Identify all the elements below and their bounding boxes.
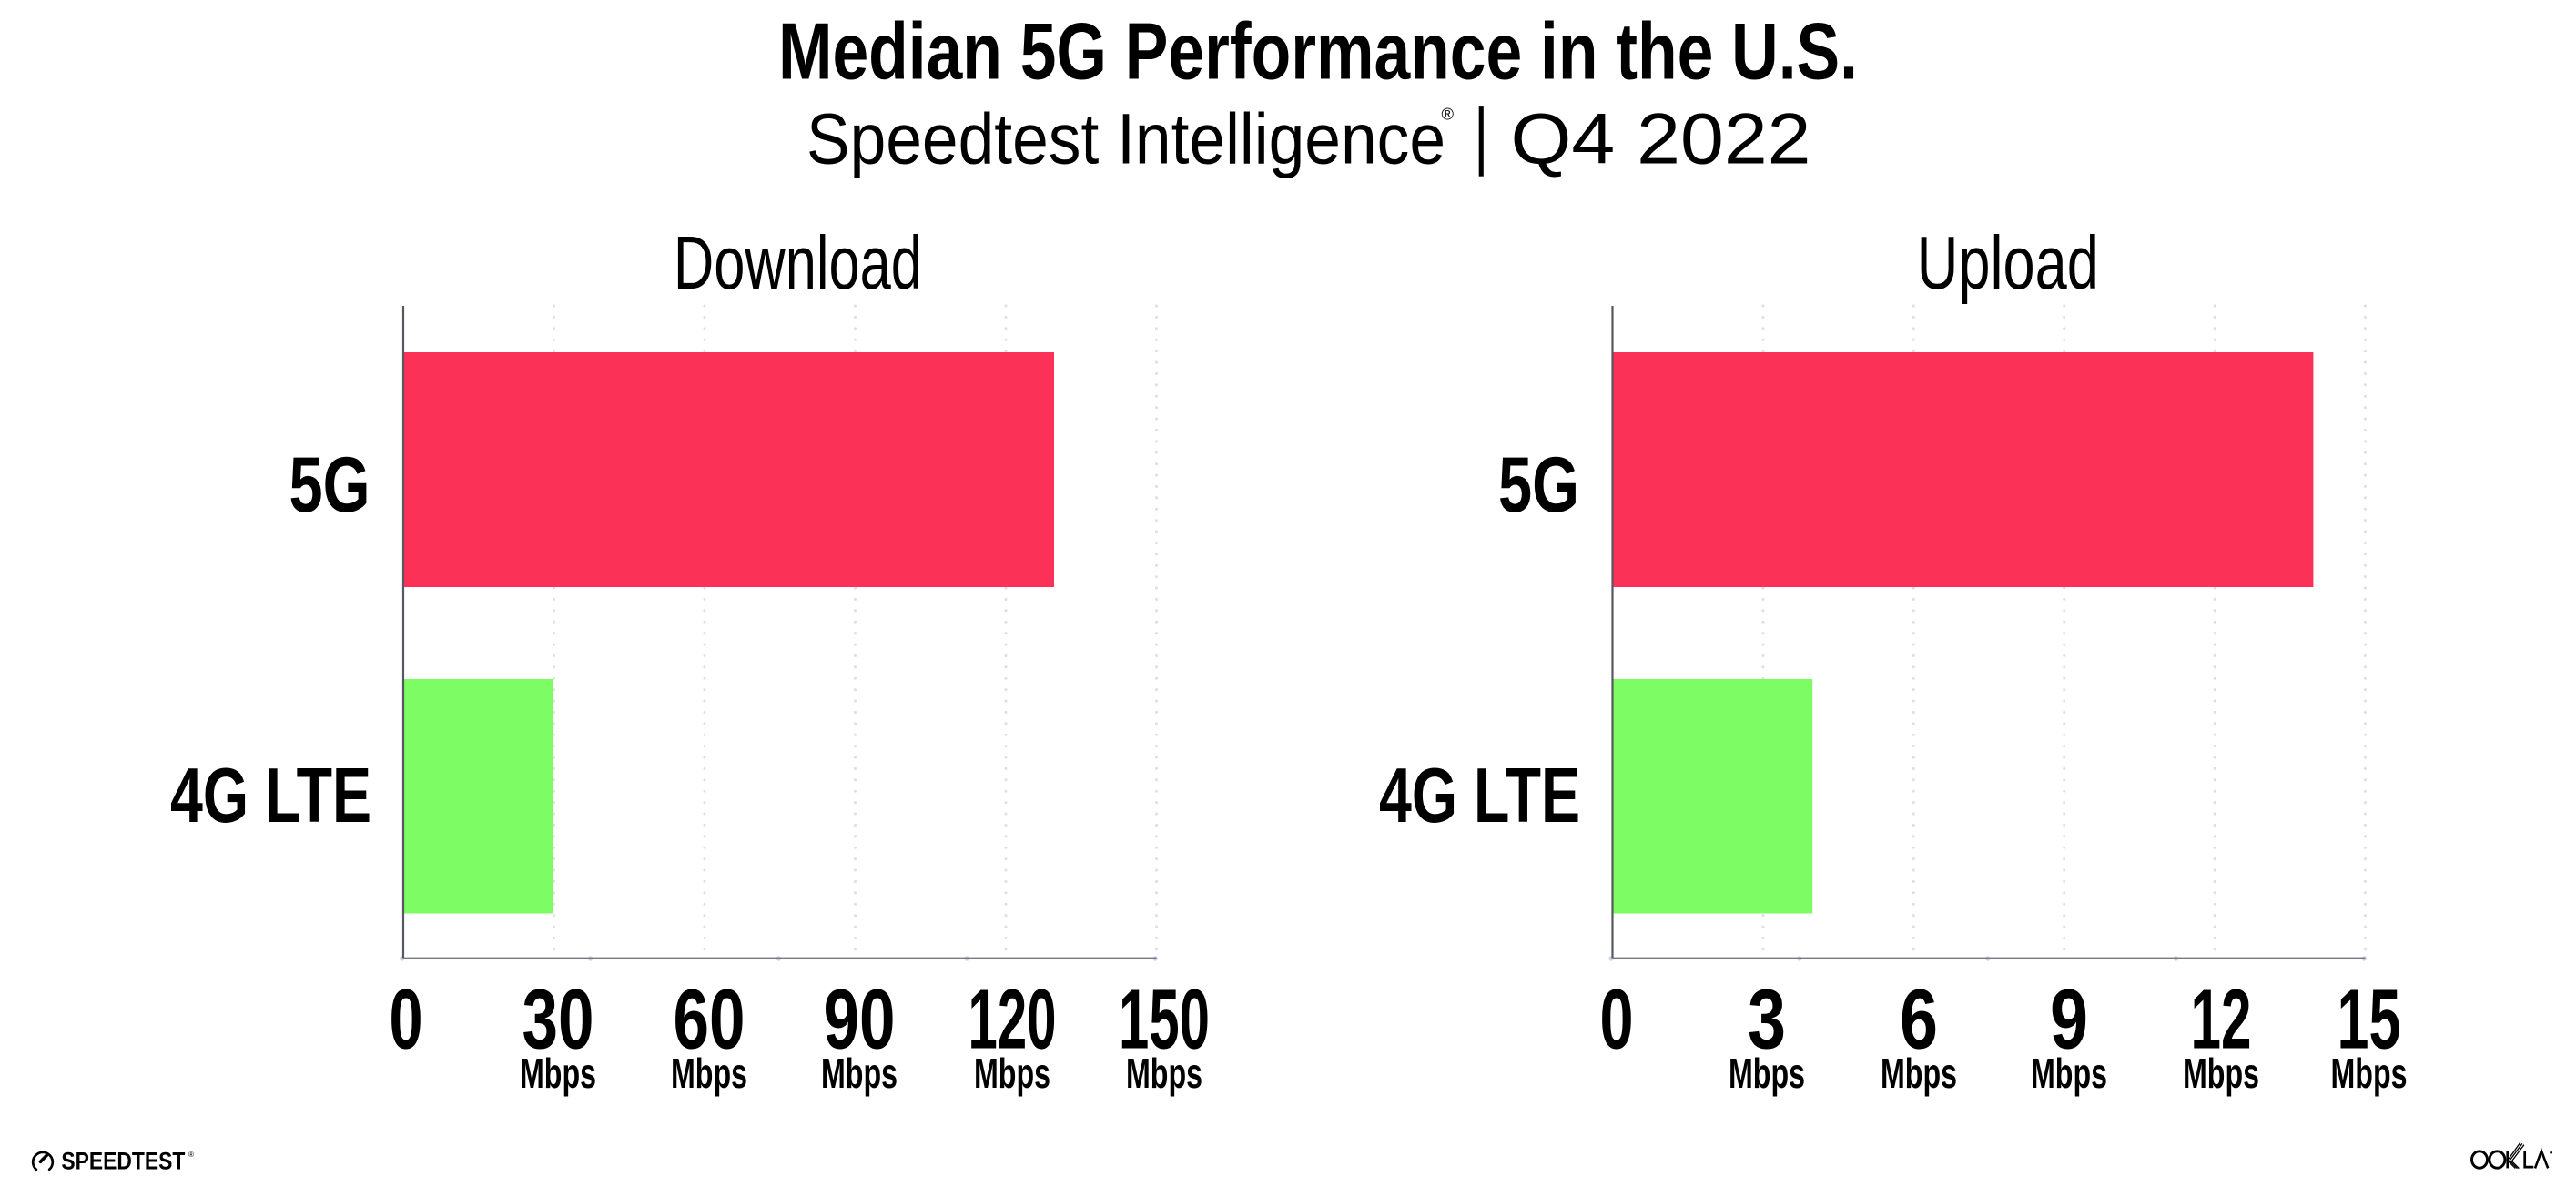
svg-text:0: 0 [1600, 972, 1634, 1067]
svg-text:Mbps: Mbps [2183, 1050, 2259, 1097]
svg-text:Speedtest Intelligence: Speedtest Intelligence [806, 98, 1445, 179]
svg-text:90: 90 [824, 972, 896, 1067]
svg-text:4G LTE: 4G LTE [1379, 753, 1580, 839]
svg-text:150: 150 [1119, 972, 1210, 1067]
svg-text:60: 60 [674, 972, 745, 1067]
svg-text:Q4 2022: Q4 2022 [1511, 98, 1811, 179]
svg-text:Median 5G Performance in the U: Median 5G Performance in the U.S. [778, 6, 1858, 96]
svg-text:Mbps: Mbps [2331, 1050, 2408, 1097]
svg-text:4G LTE: 4G LTE [170, 753, 371, 839]
svg-text:5G: 5G [1498, 441, 1579, 529]
svg-text:Mbps: Mbps [1126, 1050, 1202, 1097]
svg-text:Download: Download [674, 220, 922, 305]
svg-text:12: 12 [2191, 972, 2252, 1067]
svg-text:Mbps: Mbps [821, 1050, 898, 1097]
svg-text:Mbps: Mbps [1729, 1050, 1805, 1097]
svg-text:9: 9 [2050, 972, 2088, 1067]
svg-text:120: 120 [969, 972, 1057, 1067]
svg-text:Mbps: Mbps [2031, 1050, 2107, 1097]
svg-text:®: ® [1442, 105, 1455, 124]
svg-text:5G: 5G [289, 441, 370, 529]
svg-text:6: 6 [1900, 972, 1938, 1067]
svg-text:0: 0 [390, 972, 423, 1067]
svg-text:Mbps: Mbps [671, 1050, 747, 1097]
svg-text:15: 15 [2338, 972, 2401, 1067]
svg-text:Mbps: Mbps [520, 1050, 596, 1097]
svg-text:3: 3 [1748, 972, 1786, 1067]
svg-text:Mbps: Mbps [974, 1050, 1050, 1097]
svg-text:30: 30 [522, 972, 594, 1067]
svg-text:Upload: Upload [1917, 220, 2099, 305]
svg-text:Mbps: Mbps [1881, 1050, 1957, 1097]
svg-text:SPEEDTEST: SPEEDTEST [61, 1148, 185, 1175]
svg-text:®: ® [188, 1151, 194, 1159]
